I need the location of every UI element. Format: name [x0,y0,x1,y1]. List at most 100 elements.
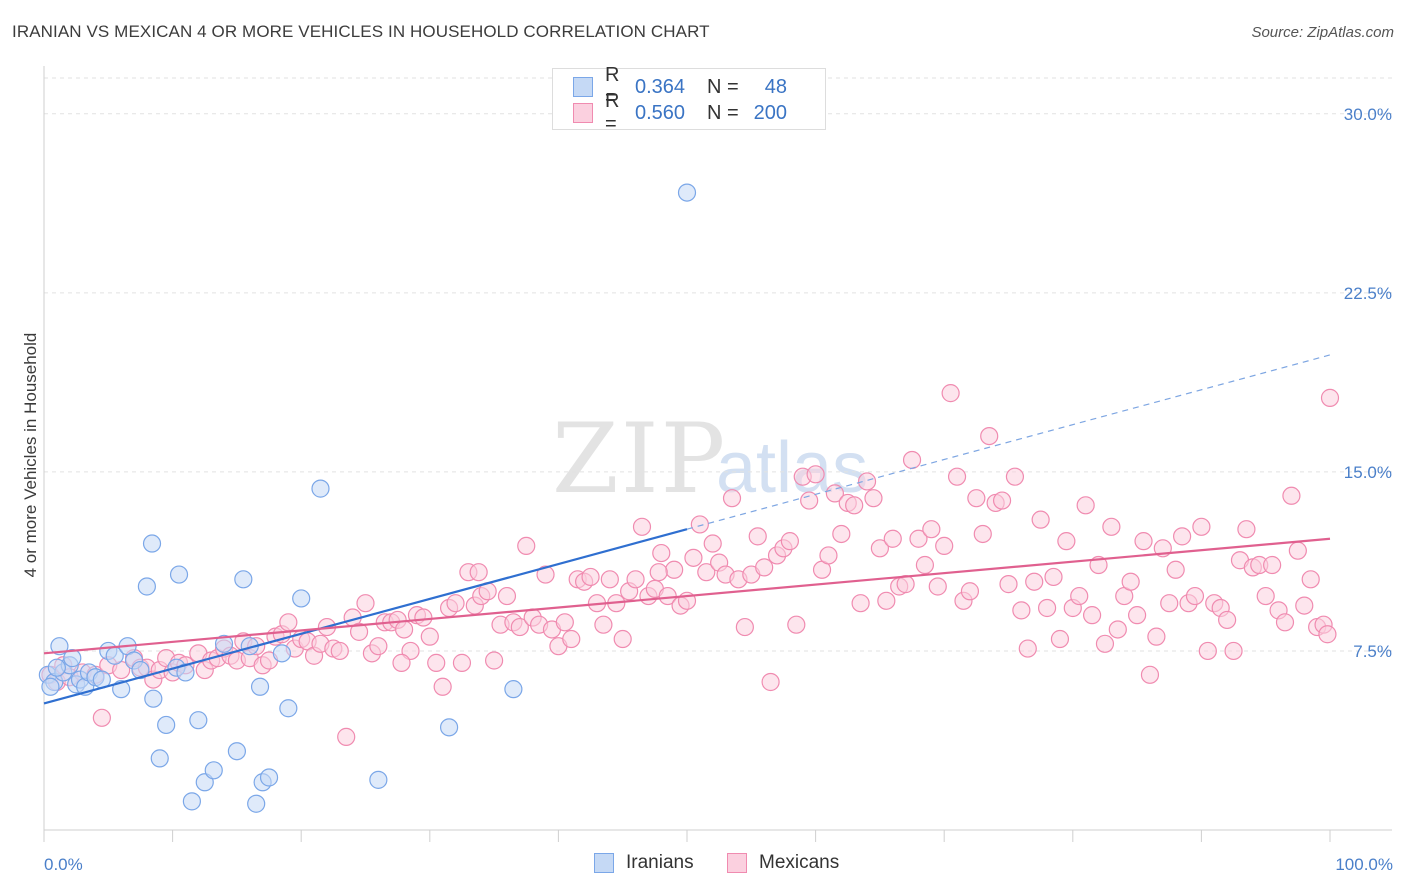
mexican-point [555,613,574,632]
mexican-point [433,677,452,696]
mexican-point [1318,625,1337,644]
mexican-point [510,617,529,637]
mexican-point [832,524,851,544]
iranian-point [204,761,223,780]
mexican-point [967,489,986,508]
mexican-point [665,560,684,579]
mexican-point [613,629,632,649]
legend-n-label: N = [707,75,739,98]
mexican-point [922,520,941,539]
iranian-point [247,794,266,813]
mexican-point [870,539,890,558]
mexican-point [748,527,767,546]
mexican-point [877,591,896,610]
iranian-point [227,742,246,761]
mexican-point [1185,586,1205,606]
iranian-point [182,792,201,811]
mexican-point [1037,598,1057,618]
mexican-point [1031,510,1050,529]
mexican-point [594,615,613,634]
mexican-point [1256,586,1275,606]
mexican-point [697,563,716,582]
mexican-point [427,653,446,672]
x-tick-label: 0.0% [44,855,83,874]
mexican-point [394,620,414,639]
legend-row-mexicans: R = 0.560 N = 200 [573,90,787,135]
mexican-point [941,384,960,403]
iranian-point [189,711,208,730]
mexican-point [780,532,799,551]
iranian-point [259,768,279,787]
mexican-point [452,653,472,672]
mexican-point [517,536,536,556]
mexican-point [92,708,111,727]
iranian-point [144,689,163,708]
bottom-legend-swatch-mexicans [727,853,747,873]
mexican-point [864,489,883,508]
mexican-point [652,543,671,563]
mexican-point [915,555,935,575]
mexican-point [857,472,877,491]
mexican-point [761,672,780,692]
bottom-legend-label-mexicans: Mexicans [759,852,840,873]
mexican-point [1263,555,1282,575]
mexican-point [1012,601,1031,620]
mexican-point [935,536,954,556]
mexican-point [980,426,999,446]
iranian-point [137,577,156,596]
mexican-point [960,582,980,601]
bottom-legend-mexicans: Mexicans [727,852,839,874]
mexican-point [684,548,703,567]
legend-row-iranians: R = 0.364 N = 48 [573,64,787,109]
mexican-point [414,608,433,627]
mexican-point [1025,572,1044,591]
mexican-point [1005,467,1025,486]
iranian-point [47,658,66,677]
watermark: ZIP atlas [552,403,868,515]
iranian-point [169,565,189,584]
mexican-point [909,529,928,548]
mexican-point [279,613,298,632]
mexican-point [1295,596,1314,615]
mexican-point [1288,541,1307,560]
chart-title: IRANIAN VS MEXICAN 4 OR MORE VEHICLES IN… [12,22,710,41]
legend-n-value: 48 [764,75,787,98]
iranian-point [272,644,292,663]
mexican-point [626,570,645,589]
mexican-point [845,496,864,515]
iranian-trend-line [43,528,688,705]
mexican-point [992,491,1012,510]
mexican-point [446,594,465,613]
mexican-point [536,565,555,584]
iranian-point [504,680,523,699]
mexican-point [1301,570,1320,589]
mexican-point [1095,634,1115,653]
mexican-point [485,651,504,670]
mexican-point [902,450,922,470]
legend-r-value: 0.560 [635,101,686,124]
mexican-point [420,627,439,646]
mexican-point [1224,641,1243,661]
iranian-point [677,183,697,202]
iranian-point [112,680,131,699]
mexican-point [337,727,356,746]
y-tick-label: 7.5% [1353,642,1392,661]
mexican-point [1102,517,1121,536]
bottom-legend-label-iranians: Iranians [626,852,694,873]
mexican-point [1076,496,1095,515]
mexican-point [581,567,600,587]
x-tick-label: 100.0% [1335,855,1393,874]
mexican-point [1218,610,1237,630]
mexican-point [392,653,411,672]
mexican-point [928,577,947,596]
mexican-point [722,489,742,508]
mexican-point [999,575,1018,594]
mexican-point [735,617,754,637]
legend-swatch-mexicans [573,103,593,123]
iranian-point [250,677,270,696]
mexican-point [883,529,902,548]
bottom-legend-swatch-iranians [594,853,614,873]
mexican-point [1108,620,1127,639]
iranian-point [369,770,388,789]
mexican-trend-line [43,537,1331,655]
